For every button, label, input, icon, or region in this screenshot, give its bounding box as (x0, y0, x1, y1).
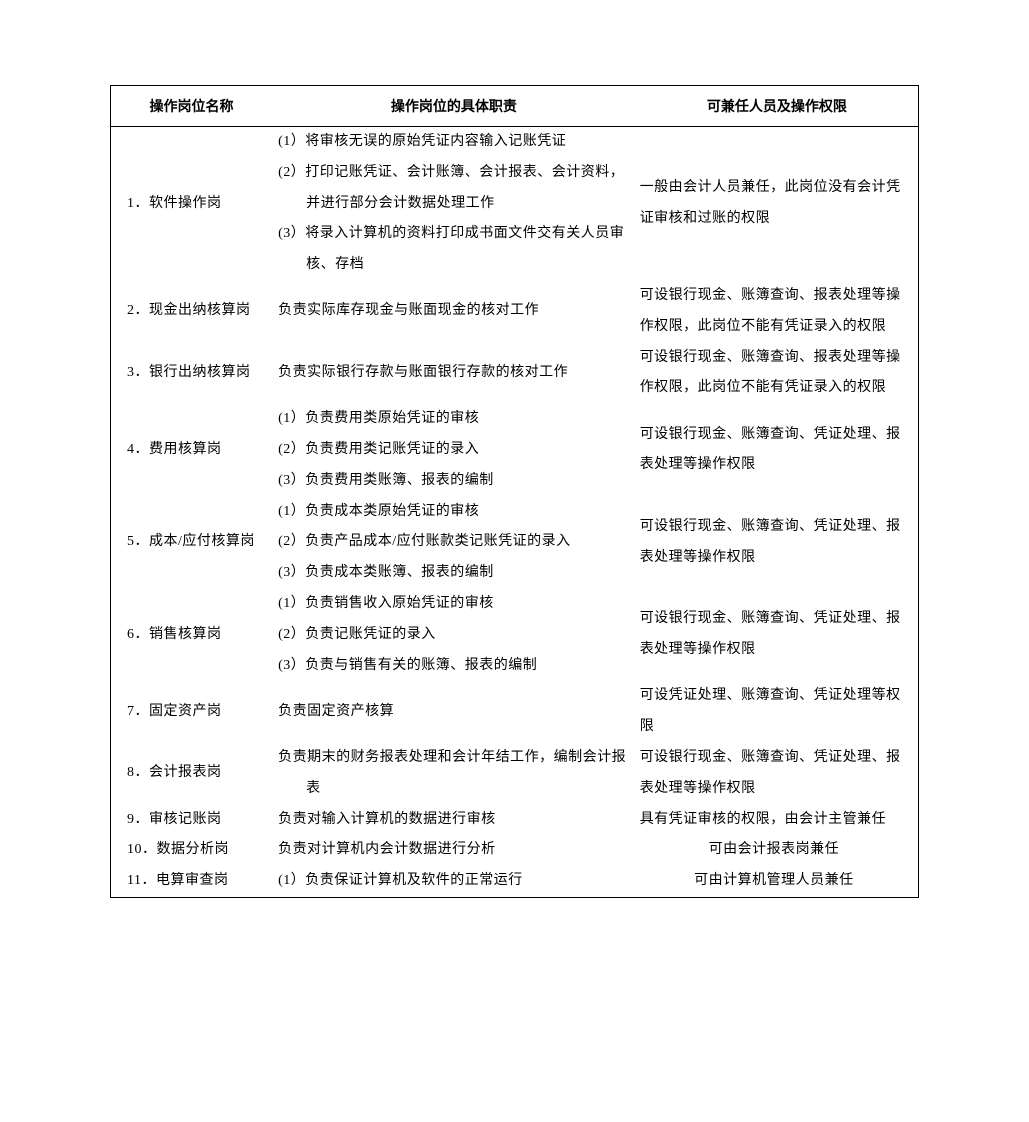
position-duties: 负责固定资产核算 (272, 681, 636, 743)
position-perm: 具有凭证审核的权限，由会计主管兼任 (636, 805, 919, 836)
job-position-table: 操作岗位名称 操作岗位的具体职责 可兼任人员及操作权限 1．软件操作岗(1）将审… (110, 85, 919, 898)
table-row: 8．会计报表岗负责期末的财务报表处理和会计年结工作，编制会计报表可设银行现金、账… (111, 743, 919, 805)
position-perm: 可设凭证处理、账簿查询、凭证处理等权限 (636, 681, 919, 743)
position-name: 7．固定资产岗 (111, 681, 273, 743)
header-duties: 操作岗位的具体职责 (272, 86, 636, 127)
table-row: 3．银行出纳核算岗负责实际银行存款与账面银行存款的核对工作可设银行现金、账簿查询… (111, 343, 919, 405)
position-perm: 可由会计报表岗兼任 (636, 835, 919, 866)
position-name: 5．成本/应付核算岗 (111, 497, 273, 589)
header-row: 操作岗位名称 操作岗位的具体职责 可兼任人员及操作权限 (111, 86, 919, 127)
position-name: 1．软件操作岗 (111, 127, 273, 281)
position-duties: (1）将审核无误的原始凭证内容输入记账凭证(2）打印记账凭证、会计账簿、会计报表… (272, 127, 636, 281)
position-name: 10．数据分析岗 (111, 835, 273, 866)
position-perm: 一般由会计人员兼任，此岗位没有会计凭证审核和过账的权限 (636, 127, 919, 281)
position-perm: 可由计算机管理人员兼任 (636, 866, 919, 897)
position-perm: 可设银行现金、账簿查询、凭证处理、报表处理等操作权限 (636, 404, 919, 496)
position-duties: (1）负责销售收入原始凭证的审核(2）负责记账凭证的录入(3）负责与销售有关的账… (272, 589, 636, 681)
position-duties: 负责实际银行存款与账面银行存款的核对工作 (272, 343, 636, 405)
position-name: 3．银行出纳核算岗 (111, 343, 273, 405)
position-duties: (1）负责费用类原始凭证的审核(2）负责费用类记账凭证的录入(3）负责费用类账簿… (272, 404, 636, 496)
position-duties: 负责对输入计算机的数据进行审核 (272, 805, 636, 836)
position-duties: 负责期末的财务报表处理和会计年结工作，编制会计报表 (272, 743, 636, 805)
table-row: 1．软件操作岗(1）将审核无误的原始凭证内容输入记账凭证(2）打印记账凭证、会计… (111, 127, 919, 281)
position-name: 11．电算审查岗 (111, 866, 273, 897)
position-perm: 可设银行现金、账簿查询、凭证处理、报表处理等操作权限 (636, 497, 919, 589)
table-row: 6．销售核算岗(1）负责销售收入原始凭证的审核(2）负责记账凭证的录入(3）负责… (111, 589, 919, 681)
table-row: 10．数据分析岗负责对计算机内会计数据进行分析可由会计报表岗兼任 (111, 835, 919, 866)
position-name: 2．现金出纳核算岗 (111, 281, 273, 343)
header-perm: 可兼任人员及操作权限 (636, 86, 919, 127)
table-row: 9．审核记账岗负责对输入计算机的数据进行审核具有凭证审核的权限，由会计主管兼任 (111, 805, 919, 836)
position-duties: (1）负责保证计算机及软件的正常运行 (272, 866, 636, 897)
table-row: 11．电算审查岗(1）负责保证计算机及软件的正常运行可由计算机管理人员兼任 (111, 866, 919, 897)
table-row: 2．现金出纳核算岗负责实际库存现金与账面现金的核对工作可设银行现金、账簿查询、报… (111, 281, 919, 343)
position-name: 6．销售核算岗 (111, 589, 273, 681)
table-body: 1．软件操作岗(1）将审核无误的原始凭证内容输入记账凭证(2）打印记账凭证、会计… (111, 127, 919, 898)
position-duties: (1）负责成本类原始凭证的审核(2）负责产品成本/应付账款类记账凭证的录入(3）… (272, 497, 636, 589)
table-row: 5．成本/应付核算岗(1）负责成本类原始凭证的审核(2）负责产品成本/应付账款类… (111, 497, 919, 589)
header-name: 操作岗位名称 (111, 86, 273, 127)
position-name: 9．审核记账岗 (111, 805, 273, 836)
position-name: 8．会计报表岗 (111, 743, 273, 805)
table-row: 4．费用核算岗(1）负责费用类原始凭证的审核(2）负责费用类记账凭证的录入(3）… (111, 404, 919, 496)
position-duties: 负责实际库存现金与账面现金的核对工作 (272, 281, 636, 343)
table-row: 7．固定资产岗负责固定资产核算可设凭证处理、账簿查询、凭证处理等权限 (111, 681, 919, 743)
position-duties: 负责对计算机内会计数据进行分析 (272, 835, 636, 866)
position-perm: 可设银行现金、账簿查询、报表处理等操作权限，此岗位不能有凭证录入的权限 (636, 281, 919, 343)
position-name: 4．费用核算岗 (111, 404, 273, 496)
position-perm: 可设银行现金、账簿查询、凭证处理、报表处理等操作权限 (636, 743, 919, 805)
position-perm: 可设银行现金、账簿查询、报表处理等操作权限，此岗位不能有凭证录入的权限 (636, 343, 919, 405)
position-perm: 可设银行现金、账簿查询、凭证处理、报表处理等操作权限 (636, 589, 919, 681)
